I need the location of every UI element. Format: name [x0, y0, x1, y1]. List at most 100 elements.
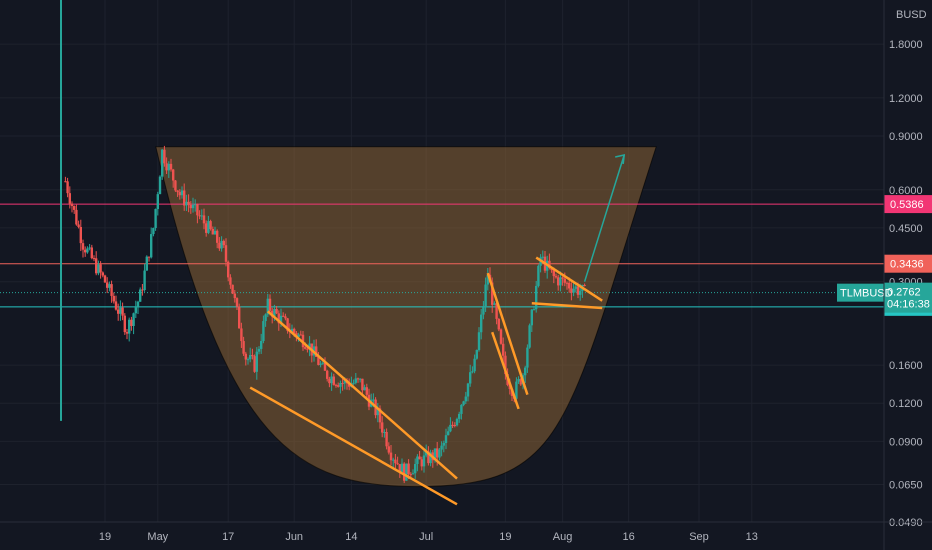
- candle-body: [407, 463, 410, 475]
- candle-body: [211, 228, 214, 235]
- candle-body: [145, 256, 148, 271]
- candle-body: [172, 169, 175, 181]
- candle-body: [497, 318, 500, 330]
- candle-body: [251, 355, 254, 357]
- candle-body: [110, 284, 113, 296]
- candle-body: [77, 224, 80, 228]
- time-axis-label: Aug: [553, 531, 573, 543]
- candle-body: [198, 215, 201, 217]
- candle-body: [262, 321, 265, 342]
- candle-body: [458, 413, 461, 419]
- candle-body: [216, 230, 219, 243]
- candle-body: [400, 463, 404, 472]
- cup-pattern-drawing[interactable]: [155, 146, 657, 488]
- candle-body: [383, 432, 386, 434]
- price-axis-label: 0.9000: [889, 131, 923, 143]
- candle-body: [79, 227, 82, 244]
- candle-body: [319, 363, 322, 365]
- candle-body: [70, 203, 74, 207]
- candle-body: [526, 347, 529, 368]
- candle-body: [174, 180, 177, 191]
- candle-body: [378, 408, 382, 423]
- candle-body: [372, 399, 375, 401]
- candle-body: [134, 307, 137, 314]
- candle-body: [246, 359, 250, 361]
- candle-body: [480, 314, 483, 333]
- time-axis[interactable]: [0, 522, 884, 550]
- price-axis-label: 0.4500: [889, 223, 923, 235]
- price-axis[interactable]: [884, 0, 932, 550]
- candle-body: [196, 204, 199, 216]
- projection-arrow[interactable]: [583, 154, 625, 282]
- candle-body: [444, 435, 448, 444]
- trendline[interactable]: [249, 386, 458, 506]
- candle-body: [554, 276, 558, 278]
- candle-body: [209, 221, 212, 229]
- candle-body: [231, 284, 234, 294]
- candle-body: [411, 473, 415, 475]
- candle-body: [561, 277, 564, 279]
- candle-body: [502, 343, 505, 356]
- candle-body: [249, 355, 252, 360]
- candle-body: [103, 275, 107, 283]
- candle-body: [385, 432, 388, 447]
- price-axis-label: 1.2000: [889, 93, 923, 105]
- candle-body: [112, 295, 115, 302]
- trendline[interactable]: [491, 331, 520, 410]
- candle-body: [75, 209, 78, 225]
- candle-body: [528, 325, 531, 348]
- candle-body: [574, 286, 577, 289]
- candle-body: [136, 301, 140, 308]
- candle-body: [275, 308, 278, 314]
- price-badge: [884, 254, 932, 273]
- candle-body: [244, 353, 247, 360]
- candle-body: [277, 313, 280, 324]
- trendline[interactable]: [486, 272, 529, 396]
- candle-body: [565, 282, 569, 284]
- candle-body: [108, 284, 111, 288]
- candle-body: [363, 387, 366, 391]
- candle-body: [409, 474, 412, 476]
- candle-body: [365, 387, 368, 395]
- candle-body: [568, 282, 571, 289]
- time-axis-label: 14: [345, 531, 357, 543]
- trendline[interactable]: [531, 302, 603, 310]
- time-axis-label: 19: [499, 531, 511, 543]
- candle-body: [238, 306, 241, 329]
- candle-body: [440, 445, 443, 450]
- symbol-tag-label: TLMBUSD: [840, 288, 893, 300]
- candle-body: [482, 306, 485, 315]
- candle-body: [530, 309, 533, 326]
- trendline[interactable]: [535, 256, 603, 302]
- candle-body: [293, 328, 296, 333]
- candle-body: [147, 256, 151, 258]
- candle-body: [455, 418, 459, 426]
- candle-body: [499, 329, 503, 344]
- candle-body: [99, 264, 102, 273]
- candle-body: [398, 464, 401, 472]
- candle-body: [420, 459, 423, 467]
- candle-body: [84, 249, 87, 253]
- candle-body: [438, 449, 441, 458]
- candle-body: [541, 256, 544, 258]
- candle-body: [253, 356, 256, 372]
- candle-body: [123, 315, 126, 333]
- price-axis-label: 0.1200: [889, 398, 923, 410]
- candle-body: [189, 204, 192, 209]
- candle-body: [268, 298, 272, 311]
- candle-body: [66, 181, 69, 194]
- candle-body: [95, 258, 98, 274]
- trendline[interactable]: [266, 310, 458, 480]
- candle-body: [405, 463, 408, 481]
- candle-body: [537, 265, 540, 286]
- candle-body: [449, 424, 452, 432]
- candle-body: [143, 270, 146, 290]
- candle-body: [453, 424, 456, 426]
- price-axis-label: 0.1600: [889, 360, 923, 372]
- candle-body: [187, 201, 190, 205]
- candle-body: [284, 316, 287, 319]
- candle-body: [156, 194, 159, 210]
- projection-arrow-head: [615, 154, 626, 165]
- candle-body: [213, 230, 217, 235]
